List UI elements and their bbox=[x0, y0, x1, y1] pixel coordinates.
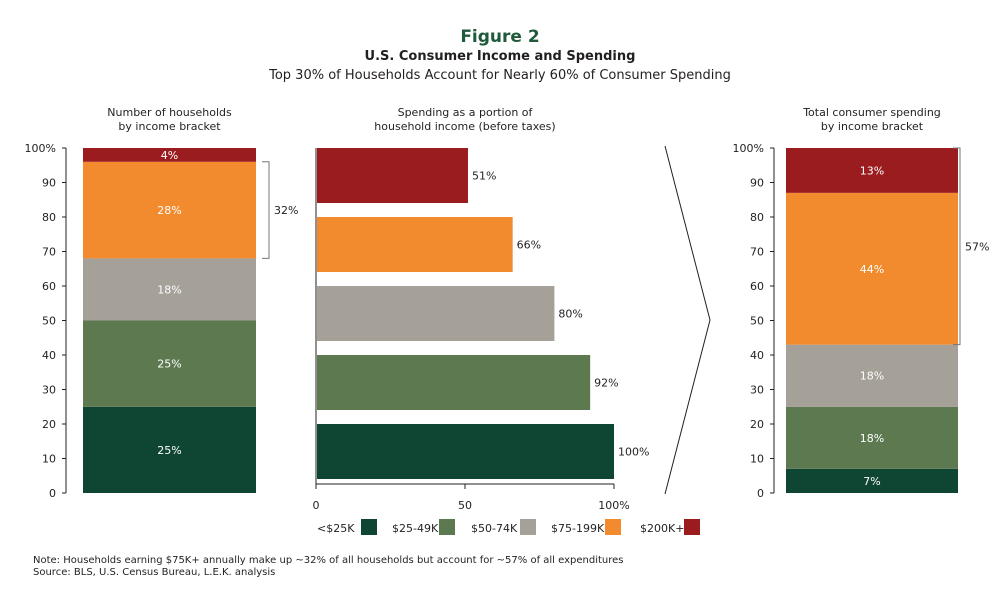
y-tick-label: 30 bbox=[42, 384, 56, 397]
segment-label: 28% bbox=[157, 204, 181, 217]
y-tick-label: 60 bbox=[42, 280, 56, 293]
y-tick-label: 80 bbox=[42, 211, 56, 224]
y-tick-label: 90 bbox=[750, 177, 764, 190]
bracket bbox=[953, 147, 961, 346]
bar-segment bbox=[83, 148, 256, 162]
x-tick-label: 100% bbox=[598, 499, 629, 512]
chart-title: U.S. Consumer Income and Spending bbox=[365, 49, 636, 64]
bar-segment bbox=[786, 148, 958, 193]
bar-segment bbox=[83, 258, 256, 321]
bar bbox=[317, 355, 591, 410]
x-tick-label: 0 bbox=[313, 499, 320, 512]
bar-segment bbox=[83, 161, 256, 259]
bar bbox=[317, 286, 555, 341]
segment-label: 44% bbox=[860, 263, 884, 276]
bar bbox=[317, 424, 614, 479]
flow-chevron bbox=[664, 145, 711, 495]
bracket-label: 57% bbox=[965, 240, 989, 253]
legend-swatch bbox=[605, 519, 621, 535]
y-tick-label: 70 bbox=[42, 246, 56, 259]
y-tick-label: 100% bbox=[733, 142, 764, 155]
bar-value-label: 66% bbox=[517, 239, 541, 252]
bracket-label: 32% bbox=[274, 204, 298, 217]
legend-swatch bbox=[361, 519, 377, 535]
segment-label: 18% bbox=[860, 432, 884, 445]
figure-label: Figure 2 bbox=[460, 27, 539, 47]
segment-label: 13% bbox=[860, 164, 884, 177]
bar-value-label: 92% bbox=[594, 377, 618, 390]
legend-swatch bbox=[684, 519, 700, 535]
panel-right-title-line-1: Total consumer spending bbox=[802, 106, 941, 119]
y-tick-label: 70 bbox=[750, 246, 764, 259]
chart-note: Note: Households earning $75K+ annually … bbox=[33, 555, 624, 566]
y-tick-label: 20 bbox=[750, 418, 764, 431]
bar-segment bbox=[786, 344, 958, 407]
y-tick-label: 40 bbox=[750, 349, 764, 362]
panel-right-title-line-2: by income bracket bbox=[821, 120, 924, 133]
segment-label: 25% bbox=[157, 444, 181, 457]
bar-segment bbox=[83, 406, 256, 493]
panel-mid-title-line-1: Spending as a portion of bbox=[398, 106, 534, 119]
legend-swatch bbox=[520, 519, 536, 535]
segment-label: 25% bbox=[157, 358, 181, 371]
segment-label: 7% bbox=[863, 475, 880, 488]
legend-label: $25-49K bbox=[392, 522, 439, 535]
y-tick-label: 30 bbox=[750, 384, 764, 397]
panel-left-title-line-1: Number of households bbox=[107, 106, 232, 119]
bar-segment bbox=[786, 468, 958, 493]
bar-value-label: 51% bbox=[472, 170, 496, 183]
bar-segment bbox=[786, 192, 958, 345]
chart-subtitle: Top 30% of Households Account for Nearly… bbox=[268, 68, 731, 83]
segment-label: 18% bbox=[860, 370, 884, 383]
legend-swatch bbox=[439, 519, 455, 535]
bar-value-label: 80% bbox=[558, 308, 582, 321]
legend: <$25K $25-49K $50-74K $75-199K $200K+ bbox=[317, 519, 700, 535]
y-tick-label: 60 bbox=[750, 280, 764, 293]
legend-label: $200K+ bbox=[640, 522, 684, 535]
bar-segment bbox=[786, 406, 958, 469]
y-tick-label: 10 bbox=[42, 453, 56, 466]
x-tick-label: 50 bbox=[458, 499, 472, 512]
bar bbox=[317, 217, 513, 272]
segment-label: 18% bbox=[157, 283, 181, 296]
legend-label: $50-74K bbox=[471, 522, 518, 535]
segment-label: 4% bbox=[161, 149, 178, 162]
bracket bbox=[262, 161, 270, 259]
y-tick-label: 50 bbox=[750, 315, 764, 328]
y-tick-label: 80 bbox=[750, 211, 764, 224]
bar-segment bbox=[83, 320, 256, 407]
y-tick-label: 90 bbox=[42, 177, 56, 190]
legend-label: <$25K bbox=[317, 522, 355, 535]
chart-source: Source: BLS, U.S. Census Bureau, L.E.K. … bbox=[33, 567, 275, 578]
y-tick-label: 50 bbox=[42, 315, 56, 328]
y-tick-label: 10 bbox=[750, 453, 764, 466]
y-tick-label: 0 bbox=[757, 487, 764, 500]
bar-value-label: 100% bbox=[618, 446, 649, 459]
y-tick-label: 0 bbox=[49, 487, 56, 500]
y-tick-label: 20 bbox=[42, 418, 56, 431]
bar bbox=[317, 148, 468, 203]
y-tick-label: 40 bbox=[42, 349, 56, 362]
panel-mid-title-line-2: household income (before taxes) bbox=[374, 120, 555, 133]
y-tick-label: 100% bbox=[25, 142, 56, 155]
legend-label: $75-199K bbox=[551, 522, 605, 535]
panel-left-title-line-2: by income bracket bbox=[118, 120, 221, 133]
